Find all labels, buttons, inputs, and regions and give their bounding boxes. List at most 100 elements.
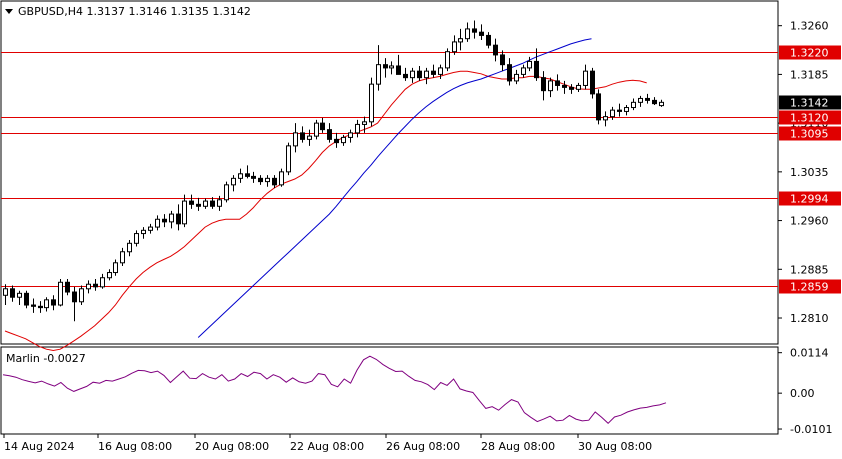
level-label-box bbox=[779, 45, 841, 60]
candle-body bbox=[403, 73, 408, 79]
candle bbox=[645, 93, 650, 104]
indicator-panel-frame bbox=[0, 346, 779, 435]
candle bbox=[327, 123, 332, 143]
candle-body bbox=[438, 67, 443, 75]
candle bbox=[127, 240, 132, 257]
candle-body bbox=[500, 54, 505, 66]
candle bbox=[652, 97, 657, 105]
candle bbox=[72, 286, 77, 322]
candlestick-layer bbox=[3, 20, 664, 322]
candle-body bbox=[507, 64, 512, 82]
candle bbox=[555, 74, 560, 91]
candle bbox=[521, 64, 526, 78]
level-label-box bbox=[779, 126, 841, 141]
level-label-box bbox=[779, 110, 841, 125]
candle-body bbox=[603, 116, 608, 121]
candle-body bbox=[479, 31, 484, 36]
candle-body bbox=[100, 277, 105, 288]
candle-body bbox=[210, 200, 215, 207]
candle bbox=[279, 168, 284, 187]
time-tick-label: 22 Aug 08:00 bbox=[290, 440, 364, 453]
candle-body bbox=[169, 213, 174, 223]
candle-body bbox=[3, 288, 8, 296]
candle bbox=[389, 61, 394, 75]
chart-title: GBPUSD,H4 1.3137 1.3146 1.3135 1.3142 bbox=[18, 5, 251, 18]
candle-body bbox=[245, 173, 250, 177]
candle-body bbox=[527, 60, 532, 69]
candle bbox=[383, 58, 388, 78]
candle-body bbox=[51, 299, 56, 306]
candle bbox=[493, 38, 498, 62]
candle-body bbox=[555, 80, 560, 86]
candle-body bbox=[431, 70, 436, 75]
price-tick-label: 1.3035 bbox=[790, 166, 829, 179]
candle bbox=[348, 129, 353, 143]
candle-body bbox=[224, 184, 229, 201]
indicator-layer bbox=[2, 355, 667, 424]
price-tick-label: 1.2960 bbox=[790, 215, 829, 228]
candle bbox=[396, 54, 401, 75]
candle-body bbox=[562, 84, 567, 88]
candle bbox=[258, 175, 263, 185]
candle bbox=[231, 175, 236, 192]
candle bbox=[31, 298, 36, 313]
indicator-title: Marlin -0.0027 bbox=[6, 352, 86, 365]
candle bbox=[65, 279, 70, 296]
indicator-tick-label: 0.0114 bbox=[790, 347, 829, 360]
candle bbox=[596, 89, 601, 125]
candle-body bbox=[307, 135, 312, 140]
candle-body bbox=[265, 177, 270, 183]
candle bbox=[182, 194, 187, 228]
candle bbox=[162, 214, 167, 228]
candle-body bbox=[79, 288, 84, 303]
time-axis: 14 Aug 2024 16 Aug 08:00 20 Aug 08:00 22 Au… bbox=[3, 434, 652, 453]
candle bbox=[155, 215, 160, 231]
candle-body bbox=[452, 41, 457, 53]
candle-body bbox=[196, 203, 201, 207]
candle-body bbox=[645, 97, 650, 101]
candle bbox=[569, 84, 574, 94]
candle bbox=[583, 64, 588, 90]
candle bbox=[10, 285, 15, 302]
candle-body bbox=[24, 292, 29, 306]
price-axis: 1.32601.31851.31101.30351.29601.28851.28… bbox=[778, 20, 829, 325]
time-tick-label: 28 Aug 08:00 bbox=[481, 440, 555, 453]
price-tick-label: 1.3260 bbox=[790, 20, 829, 33]
price-tick-label: 1.3185 bbox=[790, 68, 829, 81]
candle-body bbox=[617, 109, 622, 112]
candle bbox=[3, 284, 8, 306]
time-tick-label: 26 Aug 08:00 bbox=[386, 440, 460, 453]
candle-body bbox=[217, 199, 222, 207]
candle bbox=[189, 194, 194, 209]
candle bbox=[369, 77, 374, 127]
candle-body bbox=[286, 145, 291, 173]
candle bbox=[659, 99, 664, 107]
candle-body bbox=[417, 70, 422, 79]
candle bbox=[465, 22, 470, 42]
candle bbox=[300, 126, 305, 143]
candle-body bbox=[141, 229, 146, 235]
candle bbox=[610, 106, 615, 120]
candle bbox=[507, 58, 512, 86]
time-tick-label: 30 Aug 08:00 bbox=[578, 440, 652, 453]
candle bbox=[314, 119, 319, 140]
candle-body bbox=[424, 70, 429, 79]
blue-ma-line bbox=[197, 38, 592, 338]
candle-body bbox=[590, 70, 595, 95]
indicator-tick-label: 0.00 bbox=[790, 387, 815, 400]
candle-body bbox=[376, 64, 381, 85]
candle bbox=[341, 134, 346, 146]
candle bbox=[265, 175, 270, 187]
candle bbox=[17, 290, 22, 306]
candle-body bbox=[458, 38, 463, 43]
symbol-dropdown-icon[interactable] bbox=[5, 9, 13, 14]
horizontal-levels-layer bbox=[1, 52, 778, 287]
candle bbox=[245, 165, 250, 179]
level-label: 1.3220 bbox=[790, 47, 829, 60]
candle bbox=[527, 56, 532, 72]
candle bbox=[590, 67, 595, 99]
candle-body bbox=[155, 218, 160, 228]
candle-body bbox=[521, 67, 526, 75]
candle bbox=[141, 227, 146, 239]
moving-average-layer bbox=[4, 38, 647, 352]
